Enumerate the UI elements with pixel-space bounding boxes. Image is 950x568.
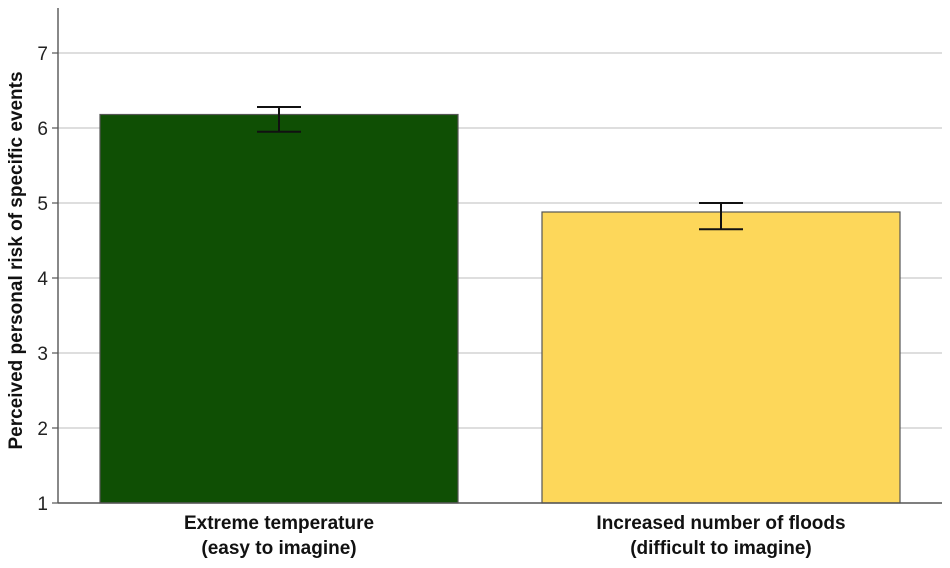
y-tick-label: 3 [37,344,48,365]
y-tick-label: 2 [37,419,48,440]
x-category-label-line: Extreme temperature [184,513,374,534]
x-category-label: Extreme temperature (easy to imagine) [184,513,374,559]
y-tick-labels: 1 2 3 4 5 6 7 [37,44,48,515]
bars [99,113,901,504]
y-tick-label: 7 [37,44,48,65]
bar [541,211,901,504]
y-tick-label: 6 [37,119,48,140]
error-bars [257,106,743,231]
y-tick-label: 4 [37,269,48,290]
x-category-label-line: (easy to imagine) [201,538,356,559]
x-category-label-line: Increased number of floods [596,513,845,534]
y-tick-label: 1 [37,494,48,515]
x-category-labels: Extreme temperature (easy to imagine) Incr… [184,513,846,559]
x-category-label-line: (difficult to imagine) [630,538,812,559]
y-tick-label: 5 [37,194,48,215]
y-axis-label: Perceived personal risk of specific even… [6,71,27,449]
bar [99,113,459,504]
axes [52,8,942,504]
x-category-label: Increased number of floods (difficult to … [596,513,845,559]
